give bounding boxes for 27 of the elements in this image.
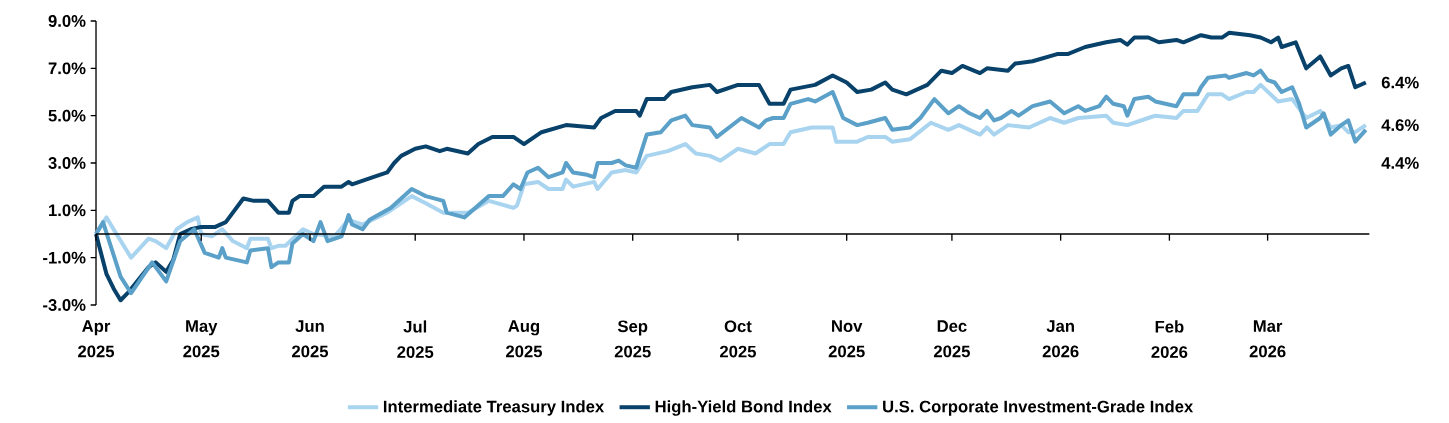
line-series [94,68,1368,296]
line-series [94,30,1368,303]
x-tick-label: Feb 2026 [1151,320,1188,358]
annotation: 6.4% [1381,76,1419,89]
y-tick-label: 5.0% [48,109,86,122]
x-tick-label: Jan 2026 [1042,320,1079,358]
y-tick-label: 3.0% [48,157,86,169]
x-tick-label: Nov 2025 [828,320,865,358]
legend-label: Intermediate Treasury Index [383,400,605,416]
x-tick-label: Sep 2025 [614,320,651,358]
y-tick-label: -3.0% [43,299,86,311]
legend-label: High-Yield Bond Index [655,400,832,416]
x-tick-label: Dec 2025 [933,320,970,358]
y-tick-label: 7.0% [48,62,86,75]
y-tick-label: 9.0% [48,15,86,27]
annotation: 4.6% [1381,119,1419,132]
x-tick-label: May 2025 [183,320,220,358]
x-tick-label: Oct 2025 [719,320,756,358]
x-tick-label: Mar 2026 [1249,320,1286,358]
x-tick-label: Jul 2025 [397,320,434,358]
y-tick-label: -1.0% [43,251,86,264]
x-tick-label: Jun 2025 [292,320,329,358]
x-tick-label: Aug 2025 [506,320,543,358]
y-tick-label: 1.0% [49,204,86,217]
x-tick-label: Apr 2025 [78,320,115,358]
legend-label: U.S. Corporate Investment-Grade Index [883,400,1194,416]
annotation: 4.4% [1381,157,1419,169]
